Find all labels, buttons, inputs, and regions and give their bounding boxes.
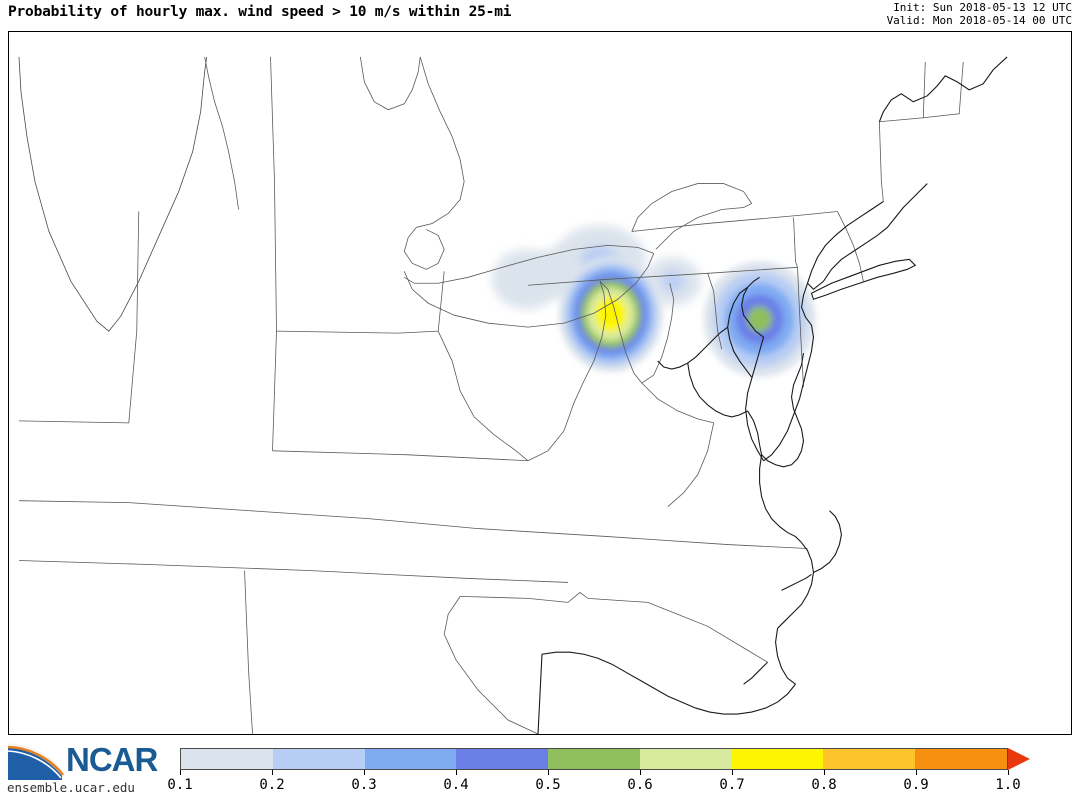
- colorbar-tick-1.0: [1008, 770, 1009, 775]
- colorbar-tick-label-0.1: 0.1: [167, 777, 193, 793]
- colorbar-tick-0.3: [364, 770, 365, 775]
- colorbar-tick-label-0.7: 0.7: [719, 777, 745, 793]
- colorbar-segment-0.8-0.9[interactable]: [823, 749, 916, 769]
- colorbar-segment-0.5-0.6[interactable]: [548, 749, 640, 769]
- colorbar-segment-0.9-1.0[interactable]: [915, 749, 1008, 769]
- colorbar[interactable]: [180, 748, 1008, 770]
- colorbar-segment-0.4-0.5[interactable]: [456, 749, 549, 769]
- colorbar-tick-label-0.5: 0.5: [535, 777, 561, 793]
- colorbar-tick-label-1.0: 1.0: [995, 777, 1021, 793]
- ncar-logo-text: NCAR: [66, 741, 158, 778]
- colorbar-tick-0.6: [640, 770, 641, 775]
- ncar-logo[interactable]: NCAR ensemble.ucar.edu: [4, 741, 180, 796]
- colorbar-segment-0.6-0.7[interactable]: [639, 749, 732, 769]
- colorbar-region: 0.1 0.2 0.3 0.4 0.5 0.6 0.7 0.8 0.9 1.0: [0, 740, 1080, 800]
- init-time: Init: Sun 2018-05-13 12 UTC: [893, 1, 1072, 14]
- colorbar-tick-label-0.9: 0.9: [903, 777, 929, 793]
- colorbar-tick-label-0.2: 0.2: [259, 777, 285, 793]
- probability-shading-layer: [492, 225, 816, 378]
- colorbar-segment-0.2-0.3[interactable]: [272, 749, 365, 769]
- map-panel[interactable]: [8, 31, 1072, 735]
- colorbar-segment-0.3-0.4[interactable]: [364, 749, 457, 769]
- valid-time: Valid: Mon 2018-05-14 00 UTC: [886, 14, 1072, 27]
- colorbar-tick-label-0.3: 0.3: [351, 777, 377, 793]
- ncar-logo-mark: [7, 743, 64, 780]
- colorbar-tick-0.1: [180, 770, 181, 775]
- header-bar: Probability of hourly max. wind speed > …: [0, 0, 1080, 30]
- colorbar-segment-0.1-0.2[interactable]: [181, 749, 273, 769]
- colorbar-tick-0.7: [732, 770, 733, 775]
- ncar-logo-url: ensemble.ucar.edu: [7, 780, 135, 795]
- colorbar-tick-0.8: [824, 770, 825, 775]
- coastline-layer: [537, 56, 1008, 734]
- colorbar-tick-0.9: [916, 770, 917, 775]
- western-maximum-shading[interactable]: [558, 256, 663, 373]
- map-canvas[interactable]: [9, 32, 1071, 734]
- colorbar-segment-0.7-0.8[interactable]: [731, 749, 824, 769]
- page-title: Probability of hourly max. wind speed > …: [8, 4, 512, 20]
- colorbar-tick-0.4: [456, 770, 457, 775]
- colorbar-tick-label-0.4: 0.4: [443, 777, 469, 793]
- colorbar-tick-0.2: [272, 770, 273, 775]
- colorbar-tick-0.5: [548, 770, 549, 775]
- forecast-time-metadata: Init: Sun 2018-05-13 12 UTC Valid: Mon 2…: [887, 1, 1072, 27]
- chesapeake-maximum-shading[interactable]: [703, 261, 816, 378]
- colorbar-tick-label-0.6: 0.6: [627, 777, 653, 793]
- state-borders-layer: [18, 56, 964, 734]
- colorbar-tick-label-0.8: 0.8: [811, 777, 837, 793]
- colorbar-overflow-arrow: [1008, 748, 1030, 770]
